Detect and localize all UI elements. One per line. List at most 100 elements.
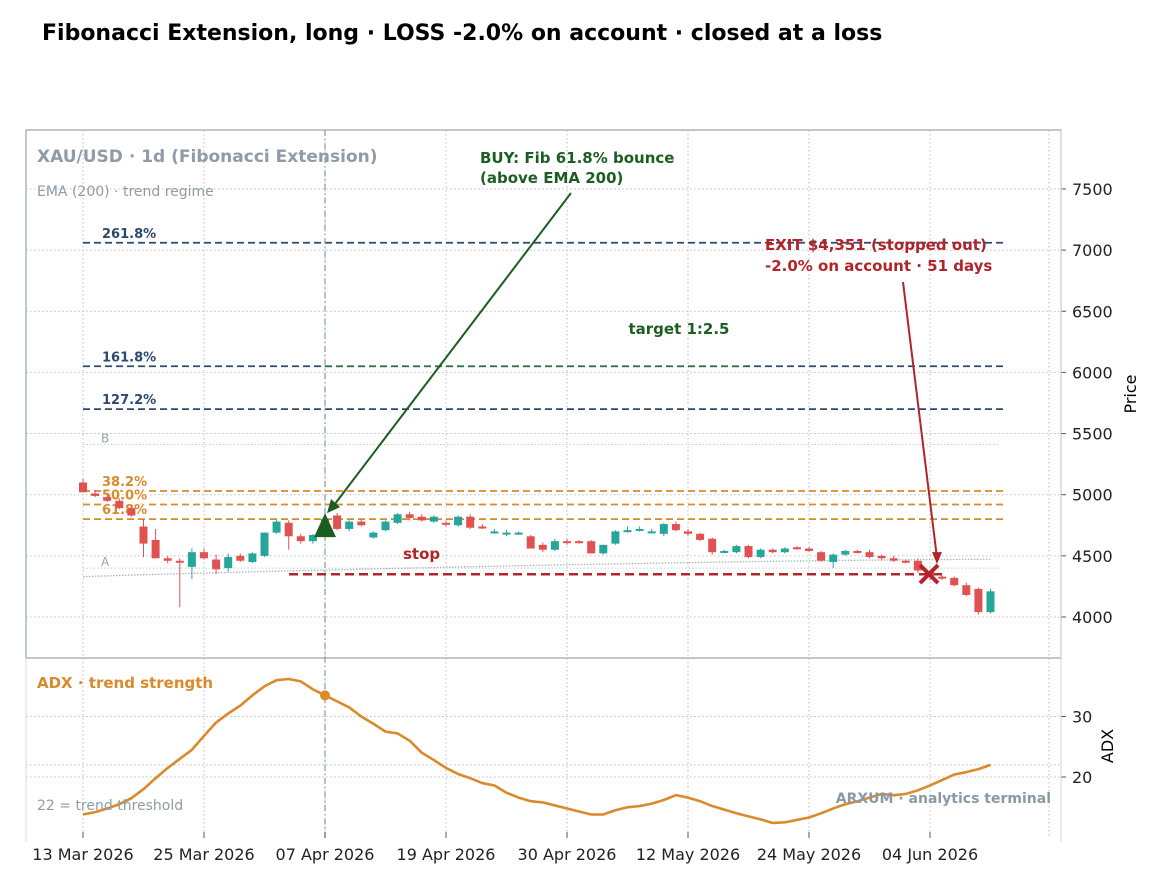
swing-label: B — [101, 432, 109, 446]
candle-body — [175, 560, 184, 563]
adx-tick-label: 20 — [1072, 768, 1092, 787]
fib-level-label: 50.0% — [102, 488, 147, 503]
candle-body — [429, 516, 438, 522]
candle-body — [599, 544, 608, 554]
candle-body — [829, 554, 838, 562]
price-tick-label: 5500 — [1072, 425, 1113, 444]
candle-body — [563, 541, 571, 544]
candle-body — [308, 535, 317, 542]
candle-body — [659, 524, 668, 534]
price-tick-label: 6000 — [1072, 363, 1113, 382]
candle-body — [853, 550, 862, 553]
candle-body — [756, 549, 765, 558]
price-tick-label: 7000 — [1072, 241, 1113, 260]
candle-body — [974, 588, 983, 613]
exit-label-line2: -2.0% on account · 51 days — [765, 257, 992, 275]
candle-body — [224, 557, 233, 569]
candle-body — [333, 515, 342, 529]
x-tick-label: 12 May 2026 — [636, 845, 740, 864]
candle-body — [369, 532, 378, 538]
candle-body — [538, 544, 547, 550]
candle-body — [732, 546, 741, 553]
candle-body — [526, 536, 535, 549]
candle-body — [103, 497, 112, 501]
symbol-label: XAU/USD · 1d (Fibonacci Extension) — [37, 147, 378, 167]
candle-body — [684, 531, 692, 534]
candle-body — [296, 536, 305, 542]
candle-body — [805, 548, 813, 551]
candle-body — [913, 560, 922, 571]
price-axis-label: Price — [1121, 374, 1140, 413]
candle-body — [502, 532, 511, 535]
x-tick-label: 25 Mar 2026 — [153, 845, 254, 864]
candle-body — [611, 531, 620, 544]
candle-body — [91, 493, 100, 496]
adx-series-label: ADX · trend strength — [37, 674, 213, 692]
x-tick-label: 24 May 2026 — [757, 845, 861, 864]
candle-body — [248, 553, 257, 562]
ema-label: EMA (200) · trend regime — [37, 184, 214, 200]
candle-body — [200, 552, 208, 559]
fib-level-label: 38.2% — [102, 475, 147, 490]
axes: 13 Mar 2026 25 Mar 2026 07 Apr 2026 19 Apr … — [32, 130, 1113, 864]
watermark: ARXUM · analytics terminal — [836, 791, 1051, 807]
candle-body — [236, 555, 245, 561]
candle-body — [817, 552, 826, 561]
chart-title: Fibonacci Extension, long · LOSS -2.0% o… — [42, 21, 882, 46]
adx-tick-label: 30 — [1072, 708, 1092, 727]
x-tick-label: 19 Apr 2026 — [397, 845, 496, 864]
candle-body — [151, 539, 160, 559]
x-tick-label: 30 Apr 2026 — [518, 845, 617, 864]
candle-body — [647, 531, 656, 534]
candle-body — [381, 521, 390, 531]
price-tick-label: 4000 — [1072, 608, 1113, 627]
candle-body — [163, 558, 172, 561]
candle-body — [405, 514, 414, 518]
buy-arrow-line — [330, 192, 572, 510]
fib-level-label: 127.2% — [102, 393, 156, 408]
candle-body — [744, 546, 753, 558]
target-label: target 1:2.5 — [628, 320, 729, 338]
x-tick-label: 04 Jun 2026 — [882, 845, 978, 864]
candle-body — [272, 521, 281, 533]
adx-line — [82, 677, 991, 825]
fib-level-label: 261.8% — [102, 227, 156, 242]
buy-arrow-head — [327, 499, 340, 514]
candle-body — [454, 516, 463, 526]
candle-body — [187, 552, 196, 567]
candle-body — [514, 532, 523, 535]
candle-body — [768, 549, 777, 553]
candle-body — [417, 516, 426, 521]
candle-body — [623, 530, 632, 533]
candle-body — [212, 559, 221, 570]
candle-body — [792, 547, 801, 550]
buy-label-line1: BUY: Fib 61.8% bounce — [480, 149, 674, 167]
candle-body — [357, 521, 366, 526]
candle-body — [393, 514, 402, 523]
adx-entry-dot — [320, 690, 330, 701]
candle-body — [79, 482, 87, 493]
price-tick-label: 4500 — [1072, 547, 1113, 566]
adx-series — [82, 677, 991, 825]
trade-annotations: BUY: Fib 61.8% bounce (above EMA 200) EXIT… — [314, 130, 992, 838]
price-tick-label: 7500 — [1072, 180, 1113, 199]
x-tick-label: 07 Apr 2026 — [276, 845, 375, 864]
candle-body — [986, 591, 995, 613]
adx-threshold-label: 22 = trend threshold — [37, 798, 183, 814]
candle-body — [877, 555, 886, 559]
candle-body — [938, 576, 947, 579]
stop-label: stop — [403, 545, 440, 563]
price-grid — [26, 130, 1061, 658]
candle-body — [708, 538, 717, 553]
candle-body — [442, 522, 450, 525]
x-tick-label: 13 Mar 2026 — [32, 845, 133, 864]
candle-body — [889, 558, 898, 561]
candle-body — [901, 560, 910, 563]
candle-body — [345, 521, 354, 529]
candles — [79, 478, 995, 615]
exit-arrow-head — [932, 552, 942, 565]
price-tick-label: 5000 — [1072, 486, 1113, 505]
candle-body — [260, 532, 269, 556]
candle-body — [696, 533, 705, 540]
